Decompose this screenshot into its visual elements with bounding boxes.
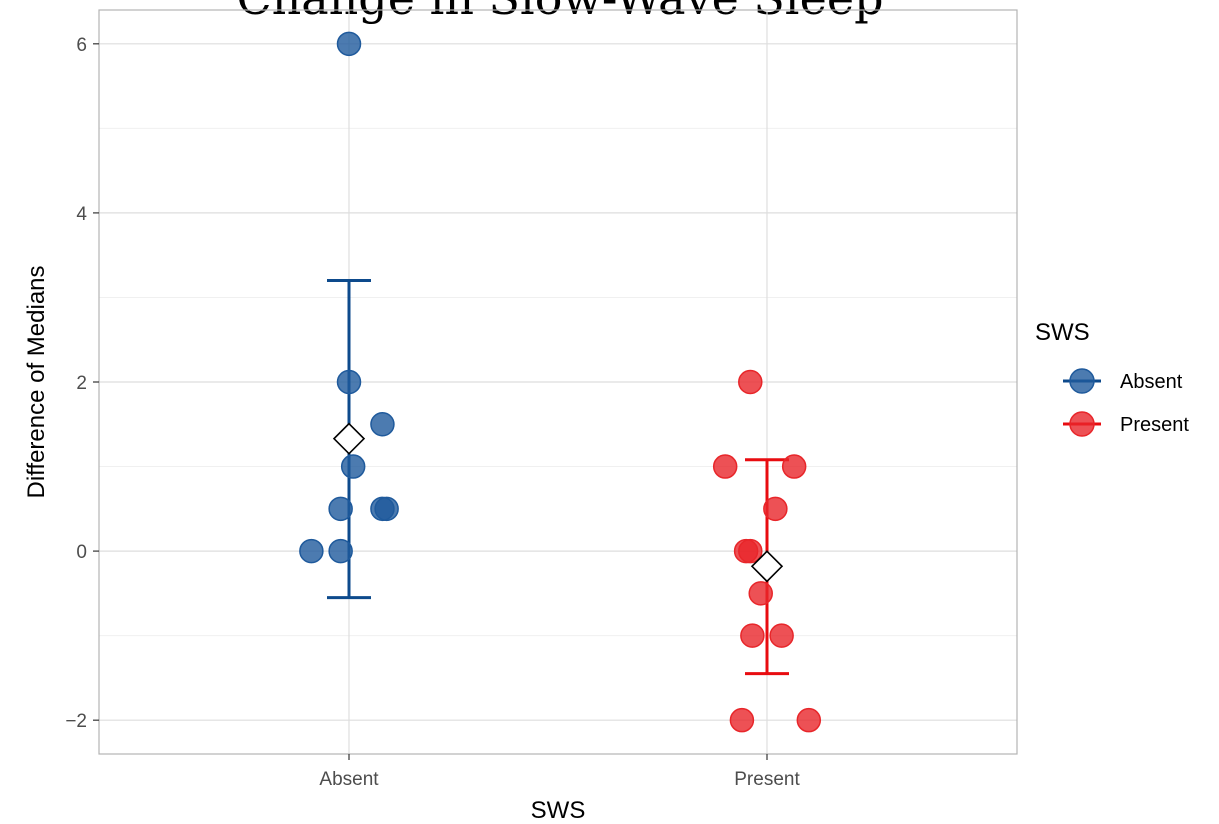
legend-title: SWS [1035,319,1090,346]
legend-label-present: Present [1120,414,1189,436]
x-axis-title: SWS [531,797,586,824]
axes: −2 0 2 4 6 Absent Present [65,35,800,790]
data-point-present [738,369,763,395]
chart-title: Change in Slow-Wave Sleep [236,0,883,25]
data-point-present [748,581,773,606]
mean-marker-absent [332,422,366,455]
y-tick-label: 0 [76,542,87,563]
data-points [299,31,822,733]
data-point-present [738,538,763,564]
mean-markers [332,422,784,583]
data-point-absent [336,369,362,395]
data-point-present [763,496,788,522]
data-point-absent [299,538,324,564]
data-point-absent [328,496,353,522]
data-point-present [781,454,807,479]
data-point-present [796,707,822,733]
legend: SWS Absent Present [1035,319,1189,437]
data-point-present [729,707,755,733]
data-point-absent [340,454,366,479]
y-tick-label: −2 [65,711,87,732]
y-tick-label: 2 [76,373,87,394]
data-point-present [712,454,738,479]
data-point-present [740,623,765,648]
data-point-absent [370,412,395,437]
y-axis-title: Difference of Medians [23,265,50,498]
grid [99,10,1017,754]
legend-key-point-absent [1069,368,1095,394]
x-tick-label: Absent [319,769,379,790]
data-point-absent [328,538,353,564]
y-tick-label: 6 [76,35,87,56]
y-tick-label: 4 [76,204,87,225]
legend-key-point-present [1069,411,1095,437]
legend-label-absent: Absent [1120,371,1183,393]
data-point-present [769,623,794,648]
data-point-absent [374,496,399,522]
chart-title-group: Change in Slow-Wave Sleep [236,0,883,25]
x-tick-label: Present [734,769,800,790]
data-point-absent [336,31,362,57]
mean-marker-present [750,550,784,583]
